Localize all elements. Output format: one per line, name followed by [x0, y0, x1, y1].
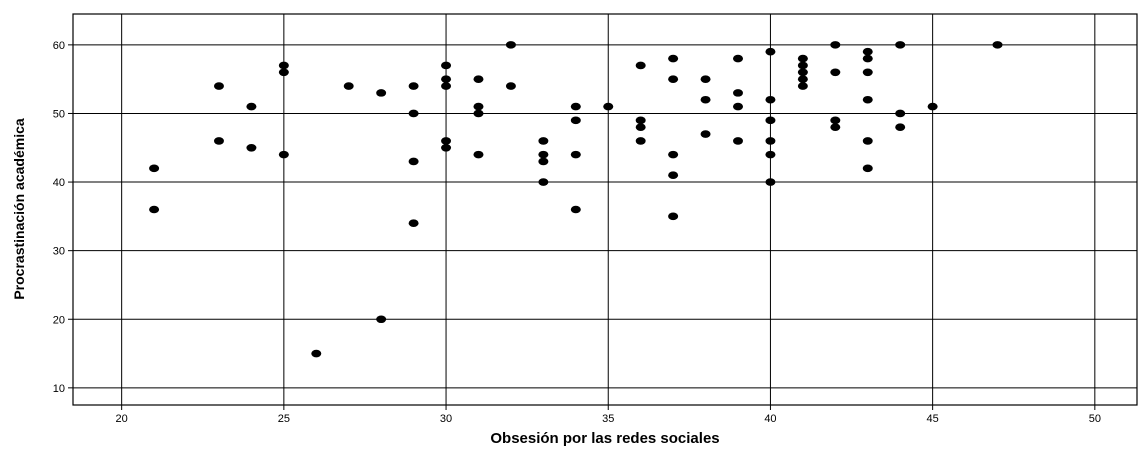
data-point-6: [278, 61, 289, 70]
data-point-5: [246, 143, 257, 152]
data-point-71: [862, 95, 873, 104]
data-point-19: [441, 82, 452, 90]
data-point-3: [213, 137, 224, 145]
data-point-26: [505, 41, 516, 49]
data-point-12: [376, 315, 387, 324]
data-point-32: [570, 102, 581, 111]
data-point-39: [635, 123, 646, 131]
data-point-46: [700, 75, 711, 83]
data-point-30: [538, 157, 549, 166]
data-point-36: [603, 102, 614, 111]
data-point-49: [733, 54, 743, 63]
data-point-10: [343, 82, 354, 90]
data-point-65: [830, 68, 841, 77]
data-point-38: [635, 116, 646, 125]
data-point-13: [408, 82, 419, 90]
data-point-63: [797, 82, 808, 90]
data-point-24: [473, 109, 484, 118]
data-point-35: [570, 205, 581, 214]
data-point-50: [733, 89, 743, 97]
tick-labels: 20 25 30 35 40 45 50 10 20 30 40 50 60: [53, 40, 1101, 425]
data-point-43: [668, 150, 679, 159]
data-point-57: [765, 150, 776, 159]
x-tick-label-50: 50: [1089, 413, 1101, 425]
x-tick-label-45: 45: [927, 413, 939, 425]
x-tick-label-40: 40: [764, 413, 776, 425]
grid-lines: [68, 14, 1137, 410]
data-point-54: [765, 95, 776, 104]
y-tick-label-50: 50: [53, 108, 65, 120]
data-point-8: [278, 150, 289, 159]
data-point-37: [635, 61, 646, 70]
data-point-52: [733, 137, 743, 145]
data-point-40: [635, 137, 646, 145]
data-point-62: [797, 75, 808, 83]
data-point-25: [473, 150, 484, 159]
data-point-15: [408, 157, 419, 166]
data-point-64: [830, 41, 841, 49]
x-axis-title: Obsesión por las redes sociales: [490, 430, 719, 447]
data-point-51: [733, 102, 743, 111]
y-tick-label-60: 60: [53, 40, 65, 52]
data-point-76: [895, 123, 906, 131]
data-point-11: [376, 89, 387, 97]
data-point-16: [408, 219, 419, 228]
y-tick-label-30: 30: [53, 246, 65, 258]
data-points: [149, 41, 1003, 358]
data-point-48: [700, 130, 711, 138]
data-point-67: [830, 123, 841, 131]
data-point-53: [765, 47, 776, 56]
data-point-61: [797, 68, 808, 77]
y-tick-label-20: 20: [53, 314, 65, 326]
data-point-33: [570, 116, 581, 125]
data-point-1: [149, 205, 160, 214]
y-axis-title: Procrastinación académica: [11, 118, 27, 300]
x-tick-label-25: 25: [278, 413, 290, 425]
plot-frame: [72, 13, 1138, 406]
y-tick-label-10: 10: [53, 383, 65, 395]
x-tick-label-35: 35: [602, 413, 614, 425]
data-point-68: [862, 47, 873, 56]
data-point-0: [149, 164, 160, 173]
data-point-70: [862, 68, 873, 77]
data-point-45: [668, 212, 679, 221]
x-tick-label-30: 30: [440, 413, 452, 425]
y-tick-label-40: 40: [53, 177, 65, 189]
data-point-66: [830, 116, 841, 125]
data-point-18: [441, 75, 452, 83]
data-point-69: [862, 54, 873, 63]
data-point-4: [246, 102, 257, 111]
data-point-78: [992, 41, 1003, 49]
data-point-34: [570, 150, 581, 159]
data-point-41: [668, 54, 679, 63]
data-point-74: [895, 41, 906, 49]
data-point-77: [927, 102, 938, 111]
data-point-27: [505, 82, 516, 90]
data-point-59: [797, 54, 808, 63]
data-point-56: [765, 137, 776, 145]
data-point-55: [765, 116, 776, 125]
data-point-22: [473, 75, 484, 83]
data-point-20: [441, 137, 452, 145]
data-point-14: [408, 109, 419, 118]
data-point-9: [311, 349, 322, 358]
data-point-42: [668, 75, 679, 83]
data-point-47: [700, 95, 711, 104]
data-point-75: [895, 109, 906, 118]
data-point-17: [441, 61, 452, 70]
data-point-21: [441, 143, 452, 152]
data-point-23: [473, 102, 484, 111]
x-tick-label-20: 20: [116, 413, 128, 425]
data-point-29: [538, 150, 549, 159]
data-point-72: [862, 137, 873, 145]
data-point-28: [538, 137, 549, 145]
data-point-44: [668, 171, 679, 180]
data-point-58: [765, 178, 776, 186]
data-point-31: [538, 178, 549, 186]
data-point-2: [213, 82, 224, 90]
data-point-7: [278, 68, 289, 77]
data-point-73: [862, 164, 873, 173]
data-point-60: [797, 61, 808, 70]
